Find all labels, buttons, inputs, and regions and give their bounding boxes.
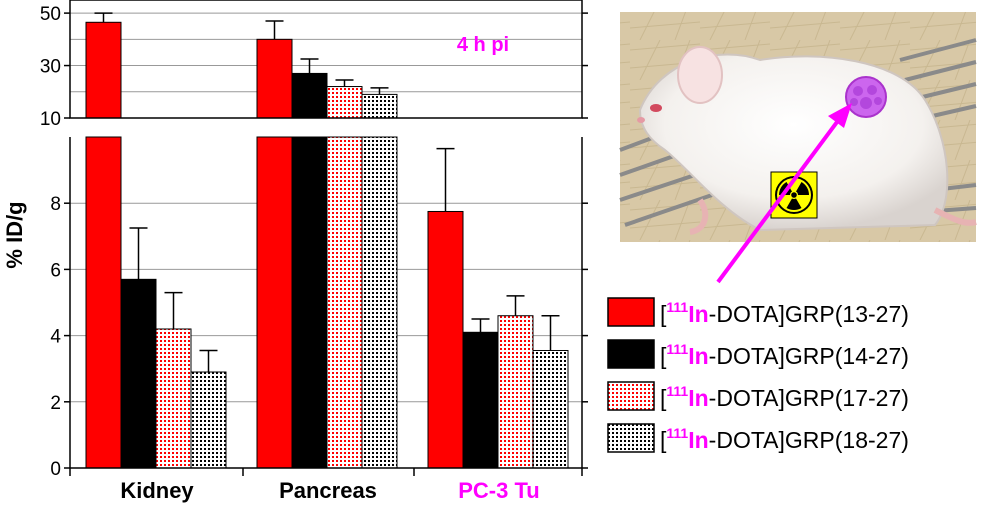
y-tick-label: 8 — [50, 194, 61, 215]
bar — [361, 93, 398, 119]
radioactive-icon — [770, 171, 818, 219]
bar — [326, 86, 363, 119]
bar — [532, 349, 569, 469]
bar — [291, 72, 328, 119]
y-axis-label: % ID/g — [2, 201, 27, 268]
bar — [190, 371, 227, 469]
legend-entry: [111In-DOTA]GRP(14-27) — [660, 341, 909, 369]
bars — [85, 12, 569, 469]
bar — [256, 38, 293, 119]
y-tick-label: 0 — [50, 459, 61, 480]
arrow-icon — [716, 103, 852, 284]
y-tick-label: 10 — [40, 109, 61, 130]
y-tick-label: 4 — [50, 327, 61, 348]
bar — [155, 328, 192, 469]
bar — [497, 315, 534, 469]
bar — [462, 331, 499, 469]
bar — [256, 136, 293, 469]
legend-entry: [111In-DOTA]GRP(13-27) — [660, 299, 909, 327]
category-label: Pancreas — [279, 478, 377, 503]
category-label: Kidney — [120, 478, 194, 503]
legend-swatch — [607, 339, 655, 369]
legend-swatch — [607, 297, 655, 327]
bar — [85, 21, 122, 119]
bar — [291, 136, 328, 469]
y-tick-label: 2 — [50, 393, 61, 414]
time-annotation: 4 h pi — [457, 34, 509, 56]
legend-entry: [111In-DOTA]GRP(17-27) — [660, 383, 909, 411]
mouse-photo — [619, 12, 977, 284]
y-tick-label: 30 — [40, 57, 61, 78]
tumor-icon — [845, 76, 887, 118]
bar — [85, 136, 122, 469]
legend-swatch — [607, 381, 655, 411]
category-label: PC-3 Tu — [458, 478, 539, 503]
bar — [427, 210, 464, 469]
bar — [326, 136, 363, 469]
y-tick-label: 50 — [40, 4, 61, 25]
bar — [361, 136, 398, 469]
y-tick-label: 6 — [50, 260, 61, 281]
category-labels: Kidney Pancreas PC-3 Tu — [120, 478, 539, 503]
axes: 10 30 50 0 2 4 6 8 — [40, 0, 588, 480]
upper-axis-frame — [69, 0, 583, 119]
legend: [111In-DOTA]GRP(13-27) [111In-DOTA]GRP(14… — [607, 297, 909, 453]
legend-entry: [111In-DOTA]GRP(18-27) — [660, 425, 909, 453]
bar — [120, 278, 157, 469]
legend-swatch — [607, 423, 655, 453]
